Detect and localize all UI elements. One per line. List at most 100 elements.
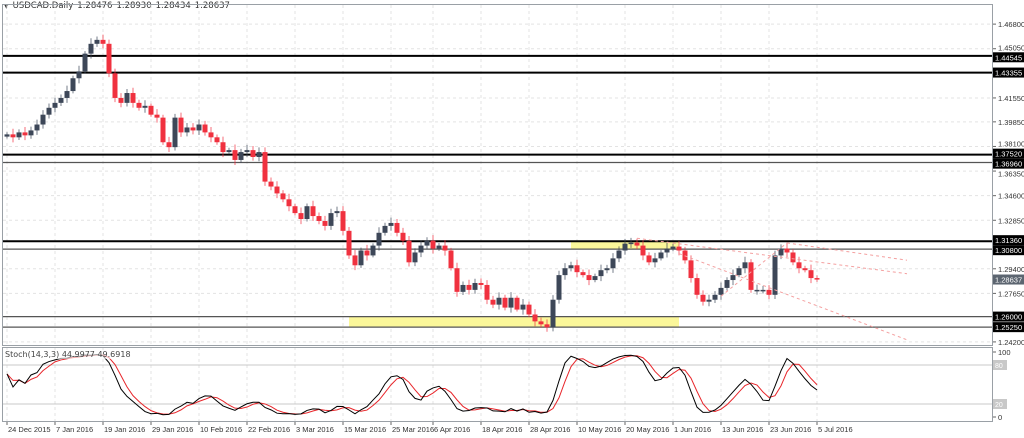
bull-candle	[382, 225, 388, 233]
trendline	[678, 253, 908, 341]
bear-candle	[136, 102, 142, 108]
bear-candle	[322, 220, 328, 226]
bull-candle	[34, 124, 40, 131]
bear-candle	[676, 246, 682, 251]
bull-candle	[568, 265, 574, 269]
price-tick-label: 1.38100	[998, 140, 1024, 149]
bull-candle	[628, 242, 634, 245]
bear-candle	[640, 245, 646, 256]
bear-candle	[340, 211, 346, 231]
bull-candle	[328, 213, 334, 226]
bull-candle	[58, 97, 64, 103]
stoch-level-label: 80	[995, 363, 1003, 370]
bear-candle	[154, 114, 160, 118]
stoch-main-value: 44.9977	[61, 350, 95, 359]
stoch-scale-min: 0	[998, 413, 1002, 422]
bear-candle	[292, 206, 298, 214]
bull-candle	[604, 268, 610, 271]
bull-candle	[424, 240, 430, 246]
bull-candle	[226, 150, 232, 153]
high-value: 1.28930	[116, 1, 152, 11]
bull-candle	[94, 39, 100, 44]
bear-candle	[790, 252, 796, 263]
close-value: 1.28637	[194, 1, 230, 11]
level-label: 1.26000	[995, 313, 1022, 322]
price-tick-label: 1.27650	[998, 289, 1024, 298]
level-label-bg	[993, 52, 1024, 63]
level-label: 1.30800	[995, 246, 1022, 255]
chart-header: ▼ USDCAD.Daily 1.28476 1.28930 1.28434 1…	[4, 1, 230, 11]
bull-candle	[358, 250, 364, 266]
low-value: 1.28434	[155, 1, 191, 11]
bear-candle	[280, 193, 286, 200]
bear-candle	[298, 213, 304, 220]
triangle-down-icon[interactable]: ▼	[4, 2, 9, 10]
bear-candle	[208, 132, 214, 138]
stoch-main-line	[6, 353, 818, 416]
bear-candle	[490, 299, 496, 305]
bull-candle	[16, 132, 22, 138]
bear-candle	[688, 260, 694, 279]
date-label: 7 Jan 2016	[56, 425, 93, 434]
main-panel-frame	[2, 4, 993, 346]
bear-candle	[808, 270, 814, 279]
current-price-label: 1.28637	[995, 276, 1022, 285]
bull-candle	[754, 289, 760, 292]
bear-candle	[118, 97, 124, 103]
bull-candle	[664, 248, 670, 253]
bull-candle	[730, 275, 736, 281]
bear-candle	[106, 43, 112, 74]
bear-candle	[400, 232, 406, 241]
bear-candle	[466, 284, 472, 290]
date-label: 13 Jun 2016	[722, 425, 763, 434]
level-label: 1.43355	[995, 69, 1022, 78]
bull-candle	[460, 284, 466, 292]
bear-candle	[574, 265, 580, 273]
support-zone	[349, 316, 679, 328]
bear-candle	[148, 105, 154, 115]
bear-candle	[190, 127, 196, 131]
bull-candle	[184, 127, 190, 133]
stoch-scale-max: 100	[998, 348, 1011, 357]
price-tick-label: 1.32850	[998, 216, 1024, 225]
bull-candle	[562, 268, 568, 276]
bear-candle	[484, 284, 490, 300]
bull-candle	[418, 245, 424, 253]
bull-candle	[238, 152, 244, 160]
bull-candle	[196, 124, 202, 131]
bull-candle	[388, 222, 394, 226]
date-label: 25 Mar 2016	[392, 425, 434, 434]
trendlines[interactable]	[636, 237, 908, 341]
bear-candle	[430, 240, 436, 249]
grid	[3, 5, 992, 421]
bear-candle	[406, 240, 412, 263]
bull-candle	[46, 107, 52, 115]
stoch-panel-frame	[2, 347, 993, 422]
date-label: 6 Apr 2016	[434, 425, 470, 434]
bear-candle	[394, 222, 400, 233]
bear-candle	[532, 314, 538, 322]
bull-candle	[376, 232, 382, 246]
bear-candle	[214, 137, 220, 143]
stoch-level-label: 20	[995, 402, 1003, 409]
bull-candle	[370, 245, 376, 256]
level-label-bg	[993, 311, 1024, 322]
bull-candle	[472, 282, 478, 290]
stochastic-panel	[3, 353, 992, 416]
bear-candle	[634, 242, 640, 246]
bear-candle	[544, 324, 550, 328]
bull-candle	[658, 252, 664, 259]
bear-candle	[526, 304, 532, 315]
horizontal-levels[interactable]	[3, 54, 992, 328]
date-label: 29 Jan 2016	[152, 425, 193, 434]
bull-candle	[772, 255, 778, 295]
bull-candle	[592, 276, 598, 281]
bull-candle	[610, 258, 616, 269]
bull-candle	[556, 275, 562, 300]
bull-candle	[778, 248, 784, 256]
stoch-label: Stoch(14,3,3) 44.9977 49.6918	[5, 350, 131, 359]
date-label: 10 May 2016	[578, 425, 621, 434]
date-label: 28 Apr 2016	[530, 425, 570, 434]
